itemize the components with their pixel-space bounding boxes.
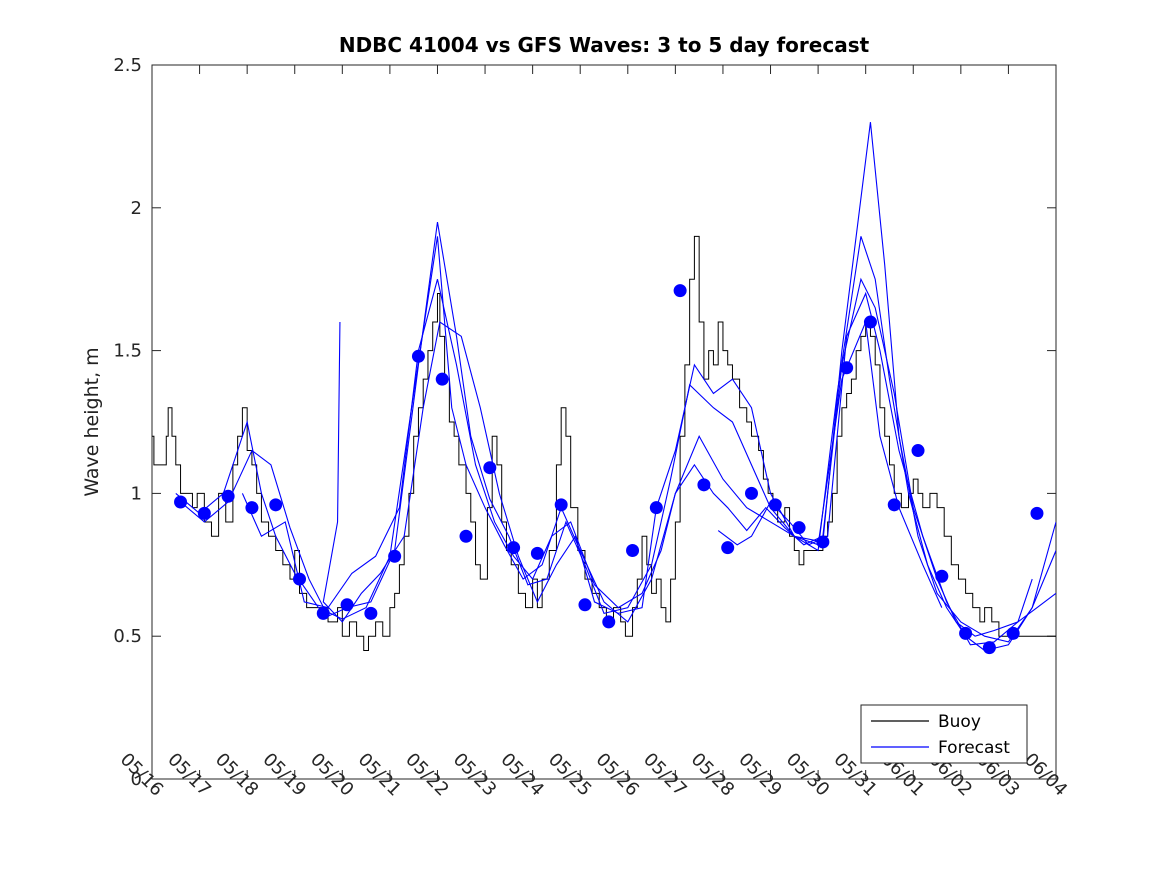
forecast-point — [911, 444, 925, 458]
forecast-point — [316, 606, 330, 620]
axes-frame — [151, 64, 1057, 780]
forecast-point — [959, 626, 973, 640]
forecast-point — [554, 498, 568, 512]
forecast-point — [411, 349, 425, 363]
y-tick-label: 0 — [131, 769, 142, 790]
forecast-line — [322, 236, 1056, 652]
legend-label: Forecast — [938, 738, 1010, 758]
forecast-line — [241, 277, 1056, 637]
forecast-point — [768, 498, 782, 512]
forecast-point — [221, 489, 235, 503]
forecast-line — [717, 291, 1033, 646]
chart-title: NDBC 41004 vs GFS Waves: 3 to 5 day fore… — [339, 33, 870, 57]
forecast-point — [792, 521, 806, 535]
buoy-line — [152, 235, 1056, 651]
y-tick-label: 2.5 — [113, 55, 142, 76]
forecast-point — [626, 544, 640, 558]
forecast-point — [816, 535, 830, 549]
forecast-point — [269, 498, 283, 512]
forecast-point — [673, 284, 687, 298]
forecast-point — [245, 501, 259, 515]
data-layer — [152, 122, 1056, 655]
forecast-point — [840, 361, 854, 375]
forecast-point — [602, 615, 616, 629]
forecast-point — [483, 461, 497, 475]
y-tick-label: 1 — [131, 483, 142, 504]
forecast-point — [388, 549, 402, 563]
forecast-point — [530, 546, 544, 560]
forecast-point — [887, 498, 901, 512]
forecast-point — [292, 572, 306, 586]
forecast-point — [578, 598, 592, 612]
forecast-point — [197, 506, 211, 520]
forecast-point — [721, 541, 735, 555]
legend-label: Buoy — [938, 712, 981, 732]
legend-box — [860, 704, 1028, 764]
forecast-point — [744, 486, 758, 500]
forecast-point — [174, 495, 188, 509]
forecast-point — [649, 501, 663, 515]
forecast-point — [1006, 626, 1020, 640]
legend: Buoy Forecast — [860, 704, 1028, 764]
forecast-point — [459, 529, 473, 543]
forecast-point — [340, 598, 354, 612]
y-tick-label: 2 — [131, 198, 142, 219]
forecast-point — [697, 478, 711, 492]
forecast-point — [935, 569, 949, 583]
forecast-point — [1030, 506, 1044, 520]
forecast-point — [435, 372, 449, 386]
y-tick-label: 1.5 — [113, 341, 142, 362]
y-tick-label: 0.5 — [113, 626, 142, 647]
forecast-point — [982, 641, 996, 655]
forecast-point — [863, 315, 877, 329]
y-axis-label: Wave height, m — [81, 347, 103, 496]
forecast-point — [507, 541, 521, 555]
forecast-point — [364, 606, 378, 620]
